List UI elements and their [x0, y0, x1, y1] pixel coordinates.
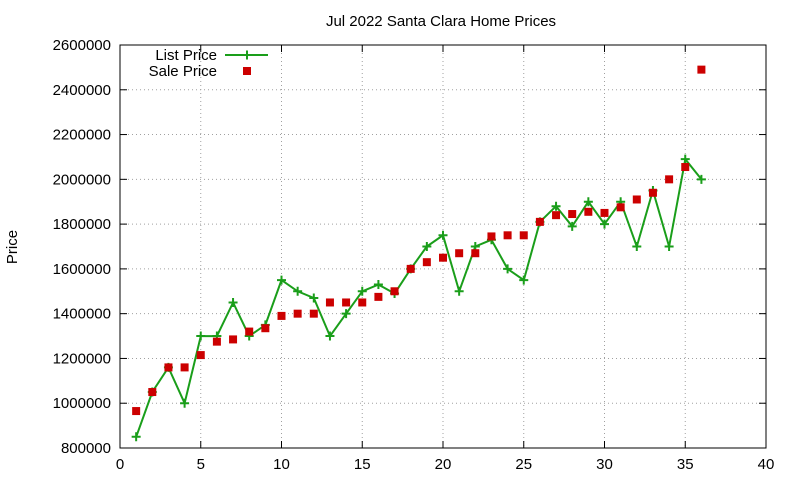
y-tick-label: 1800000: [53, 216, 111, 233]
chart-title: Jul 2022 Santa Clara Home Prices: [326, 13, 556, 30]
y-axis-label: Price: [4, 230, 21, 264]
sale-price-point: [358, 298, 367, 307]
sale-price-point: [261, 324, 270, 333]
list-price-point: [600, 219, 609, 229]
list-price-point: [325, 331, 335, 341]
sale-price-point: [681, 163, 690, 172]
x-tick-label: 35: [677, 456, 694, 473]
x-tick-label: 25: [515, 456, 532, 473]
y-tick-label: 1000000: [53, 395, 111, 412]
sale-price-point: [196, 351, 205, 360]
sale-price-point: [584, 207, 593, 216]
sale-price-point: [229, 335, 238, 344]
sale-price-point: [665, 175, 674, 184]
list-price-point: [180, 398, 190, 408]
sale-price-point: [535, 217, 544, 226]
sale-price-point: [309, 309, 318, 318]
sale-price-point: [406, 264, 415, 273]
list-price-point: [341, 309, 351, 319]
sale-price-point: [616, 203, 625, 212]
list-price-point: [373, 280, 383, 290]
sale-price-point: [180, 363, 189, 372]
x-tick-label: 20: [435, 456, 452, 473]
sale-price-point: [342, 298, 351, 307]
x-tick-label: 5: [197, 456, 205, 473]
list-price-point: [519, 275, 529, 285]
x-tick-label: 10: [273, 456, 290, 473]
list-price-point: [277, 275, 286, 285]
list-price-point: [454, 286, 464, 296]
list-price-point: [680, 154, 690, 164]
sale-price-point: [455, 249, 464, 258]
list-price-point: [632, 242, 642, 251]
sale-price-point: [422, 258, 431, 267]
y-tick-label: 2200000: [53, 127, 111, 144]
sale-price-point: [245, 327, 254, 336]
sale-price-point: [293, 309, 302, 318]
list-price-point: [696, 174, 706, 184]
legend-marker-list-price: [242, 50, 252, 60]
y-tick-label: 800000: [61, 440, 111, 457]
series-layer: [131, 65, 706, 442]
list-price-point: [551, 201, 561, 211]
series-line-list-price: [135, 156, 703, 438]
y-tick-label: 2000000: [53, 171, 111, 188]
sale-price-point: [439, 253, 447, 262]
sale-price-point: [503, 231, 512, 240]
x-tick-label: 0: [116, 456, 124, 473]
list-price-point: [309, 293, 319, 303]
x-tick-label: 40: [758, 456, 775, 473]
sale-price-point: [212, 337, 221, 346]
legend-label-sale-price: Sale Price: [149, 63, 217, 80]
legend-label-list-price: List Price: [155, 47, 217, 64]
y-tick-label: 1200000: [53, 350, 111, 367]
list-price-point: [422, 242, 432, 251]
list-price-point: [503, 264, 513, 274]
y-tick-label: 1400000: [53, 306, 111, 323]
x-tick-label: 15: [354, 456, 371, 473]
sale-price-point: [552, 211, 561, 220]
list-price-point: [131, 432, 141, 442]
sale-price-point: [390, 287, 399, 296]
y-tick-label: 1600000: [53, 261, 111, 278]
sale-price-point: [697, 65, 706, 74]
list-price-point: [228, 297, 238, 307]
list-price-point: [196, 331, 206, 341]
list-price-point: [293, 286, 303, 296]
sale-price-point: [519, 231, 528, 240]
list-price-point: [438, 230, 448, 240]
sale-price-point: [568, 210, 577, 219]
sale-price-point: [374, 292, 383, 301]
sale-price-point: [164, 363, 173, 372]
list-price-point: [664, 242, 674, 251]
list-price-point: [583, 197, 593, 207]
ticks: 0 5 10 15 20 25 30 35 40 800000 1000000 1200000 1400…: [53, 37, 775, 473]
y-tick-label: 2400000: [53, 82, 111, 99]
y-tick-label: 2600000: [53, 37, 111, 54]
sale-price-point: [600, 208, 609, 217]
sale-price-point: [148, 388, 157, 397]
sale-price-point: [277, 311, 286, 320]
list-price-point: [567, 221, 577, 231]
sale-price-point: [487, 232, 496, 241]
list-price-point: [357, 286, 367, 296]
sale-price-point: [648, 188, 657, 197]
sale-price-point: [132, 407, 141, 416]
sale-price-point: [325, 298, 334, 307]
sale-price-point: [471, 249, 480, 258]
legend-marker-sale-price: [243, 67, 251, 75]
x-tick-label: 30: [596, 456, 613, 473]
sale-price-point: [632, 195, 641, 204]
